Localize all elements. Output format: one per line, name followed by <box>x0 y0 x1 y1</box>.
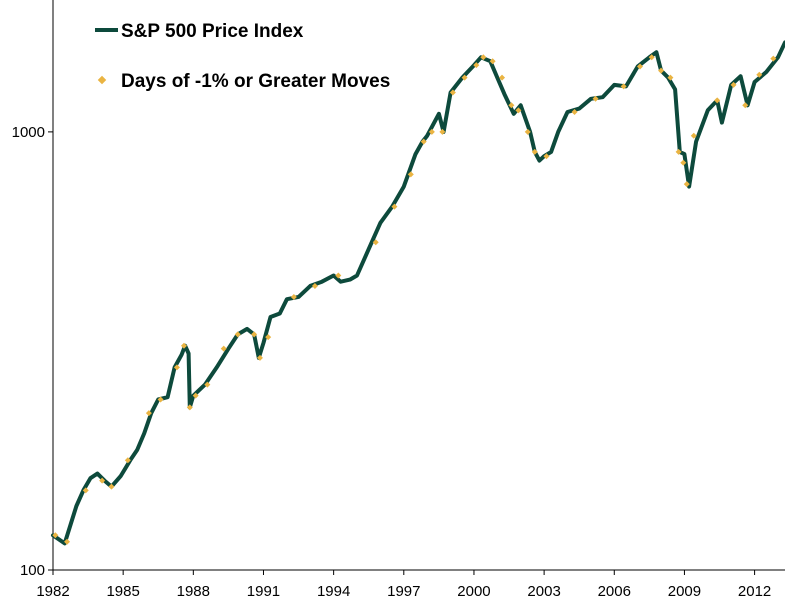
x-tick-label: 1982 <box>36 583 69 600</box>
data-point-big-move <box>265 334 272 341</box>
series-line-sp500 <box>51 40 785 546</box>
legend-item-price: S&P 500 Price Index <box>95 21 304 42</box>
data-point-big-move <box>204 381 211 388</box>
data-point-big-move <box>543 153 550 160</box>
data-point-big-move <box>145 410 152 417</box>
legend-item-big-moves: Days of -1% or Greater Moves <box>97 71 390 92</box>
data-point-big-move <box>407 171 414 178</box>
data-point-big-move <box>290 293 297 300</box>
data-point-big-move <box>756 71 763 78</box>
data-point-big-move <box>173 364 180 371</box>
data-point-big-move <box>251 331 258 338</box>
data-point-big-move <box>524 128 531 135</box>
legend-marker-swatch <box>97 75 107 85</box>
data-point-big-move <box>99 477 106 484</box>
x-tick-label: 1994 <box>317 583 350 600</box>
x-tick-label: 2003 <box>527 583 560 600</box>
data-point-big-move <box>192 392 199 399</box>
data-point-big-move <box>637 63 644 70</box>
data-point-big-move <box>461 74 468 81</box>
legend-label-price: S&P 500 Price Index <box>121 21 304 42</box>
data-point-big-move <box>256 354 263 361</box>
data-point-big-move <box>449 89 456 96</box>
y-tick-label: 100 <box>20 562 45 579</box>
x-tick-label: 2006 <box>598 583 631 600</box>
data-point-big-move <box>480 54 487 61</box>
data-point-big-move <box>489 58 496 65</box>
data-point-big-move <box>157 396 164 403</box>
x-tick-label: 2009 <box>668 583 701 600</box>
data-point-big-move <box>335 272 342 279</box>
data-point-big-move <box>439 128 446 135</box>
axes <box>52 0 785 571</box>
data-point-big-move <box>234 331 241 338</box>
x-tick-label: 2012 <box>738 583 771 600</box>
data-point-big-move <box>658 67 665 74</box>
data-point-big-move <box>82 487 89 494</box>
x-tick-label: 1997 <box>387 583 420 600</box>
data-point-big-move <box>499 74 506 81</box>
data-point-big-move <box>683 181 690 188</box>
data-point-big-move <box>428 128 435 135</box>
data-point-big-move <box>675 148 682 155</box>
data-point-big-move <box>108 483 115 490</box>
data-point-big-move <box>515 107 522 114</box>
data-point-big-move <box>180 342 187 349</box>
data-point-big-move <box>742 102 749 109</box>
data-point-big-move <box>592 95 599 102</box>
data-point-big-move <box>508 102 515 109</box>
data-point-big-move <box>730 81 737 88</box>
data-point-big-move <box>124 457 131 464</box>
data-point-big-move <box>52 532 59 539</box>
x-tick-label: 1988 <box>177 583 210 600</box>
data-point-big-move <box>311 282 318 289</box>
data-point-big-move <box>473 62 480 69</box>
x-tick-label: 1991 <box>247 583 280 600</box>
data-point-big-move <box>186 404 193 411</box>
data-point-big-move <box>420 138 427 145</box>
data-point-big-move <box>680 159 687 166</box>
legend: S&P 500 Price Index Days of -1% or Great… <box>95 21 390 92</box>
data-point-big-move <box>571 109 578 116</box>
legend-label-big-moves: Days of -1% or Greater Moves <box>121 71 390 92</box>
data-point-big-move <box>220 345 227 352</box>
data-point-big-move <box>690 132 697 139</box>
data-point-big-move <box>667 74 674 81</box>
x-tick-label: 2000 <box>457 583 490 600</box>
data-point-big-move <box>64 538 71 545</box>
y-tick-label: 1000 <box>12 124 45 141</box>
data-point-big-move <box>770 55 777 62</box>
data-point-big-move <box>391 203 398 210</box>
data-point-big-move <box>372 239 379 246</box>
x-tick-label: 1985 <box>106 583 139 600</box>
data-point-big-move <box>620 83 627 90</box>
data-point-big-move <box>714 97 721 104</box>
data-point-big-move <box>531 148 538 155</box>
data-point-big-move <box>648 54 655 61</box>
plot-area <box>51 40 785 546</box>
x-ticks: 1982 1985 1988 1991 1994 1997 2000 2003 2006 2009… <box>36 570 771 600</box>
y-ticks: 100 1000 <box>12 124 53 579</box>
